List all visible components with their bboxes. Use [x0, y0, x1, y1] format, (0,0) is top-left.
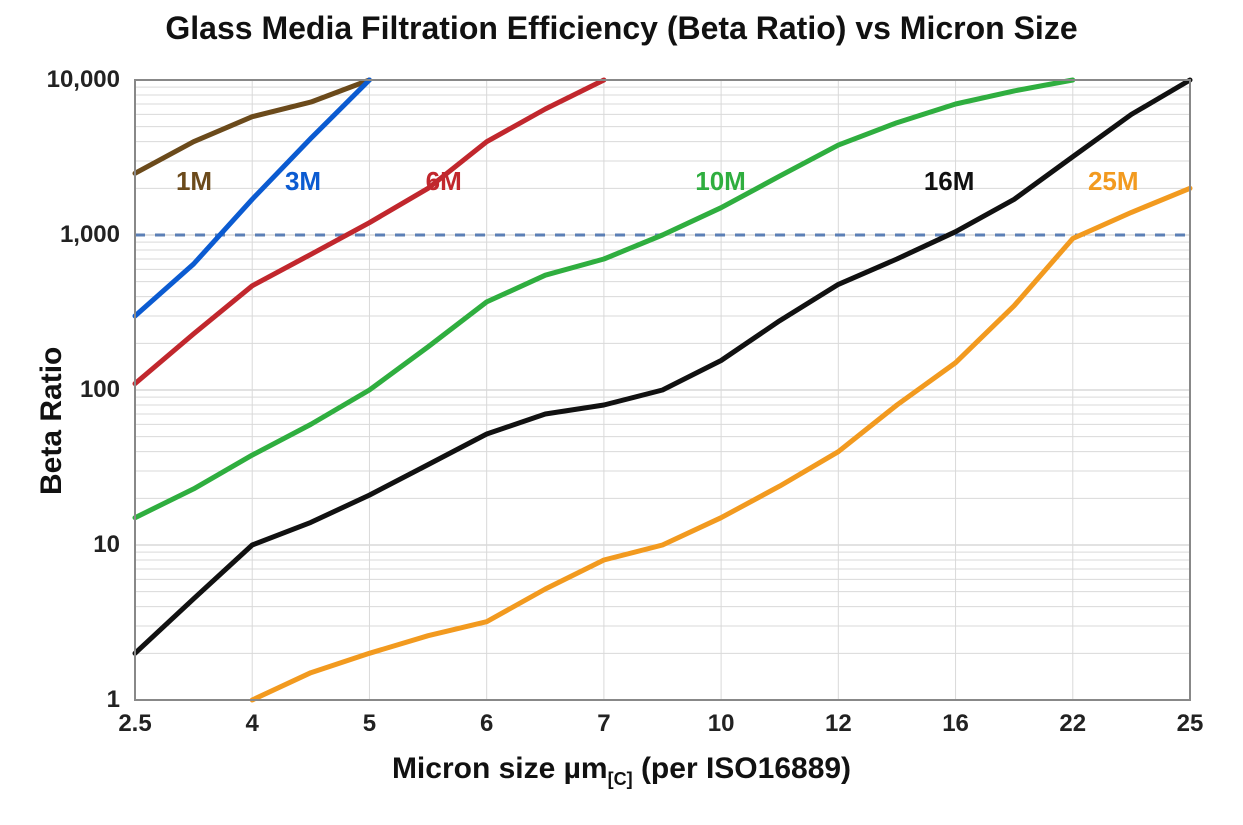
- x-tick: 7: [564, 710, 644, 738]
- series-label-3M: 3M: [285, 166, 321, 197]
- y-tick: 1,000: [0, 221, 120, 249]
- x-tick: 16: [916, 710, 996, 738]
- x-tick: 2.5: [95, 710, 175, 738]
- x-tick: 6: [447, 710, 527, 738]
- series-label-16M: 16M: [924, 166, 975, 197]
- chart-canvas: [0, 0, 1243, 825]
- x-tick: 4: [212, 710, 292, 738]
- x-tick: 12: [798, 710, 878, 738]
- x-tick: 25: [1150, 710, 1230, 738]
- series-label-10M: 10M: [695, 166, 746, 197]
- series-label-25M: 25M: [1088, 166, 1139, 197]
- x-tick: 5: [329, 710, 409, 738]
- y-tick: 100: [0, 376, 120, 404]
- series-label-6M: 6M: [426, 166, 462, 197]
- y-tick: 10: [0, 531, 120, 559]
- series-label-1M: 1M: [176, 166, 212, 197]
- y-tick: 10,000: [0, 66, 120, 94]
- x-tick: 10: [681, 710, 761, 738]
- x-tick: 22: [1033, 710, 1113, 738]
